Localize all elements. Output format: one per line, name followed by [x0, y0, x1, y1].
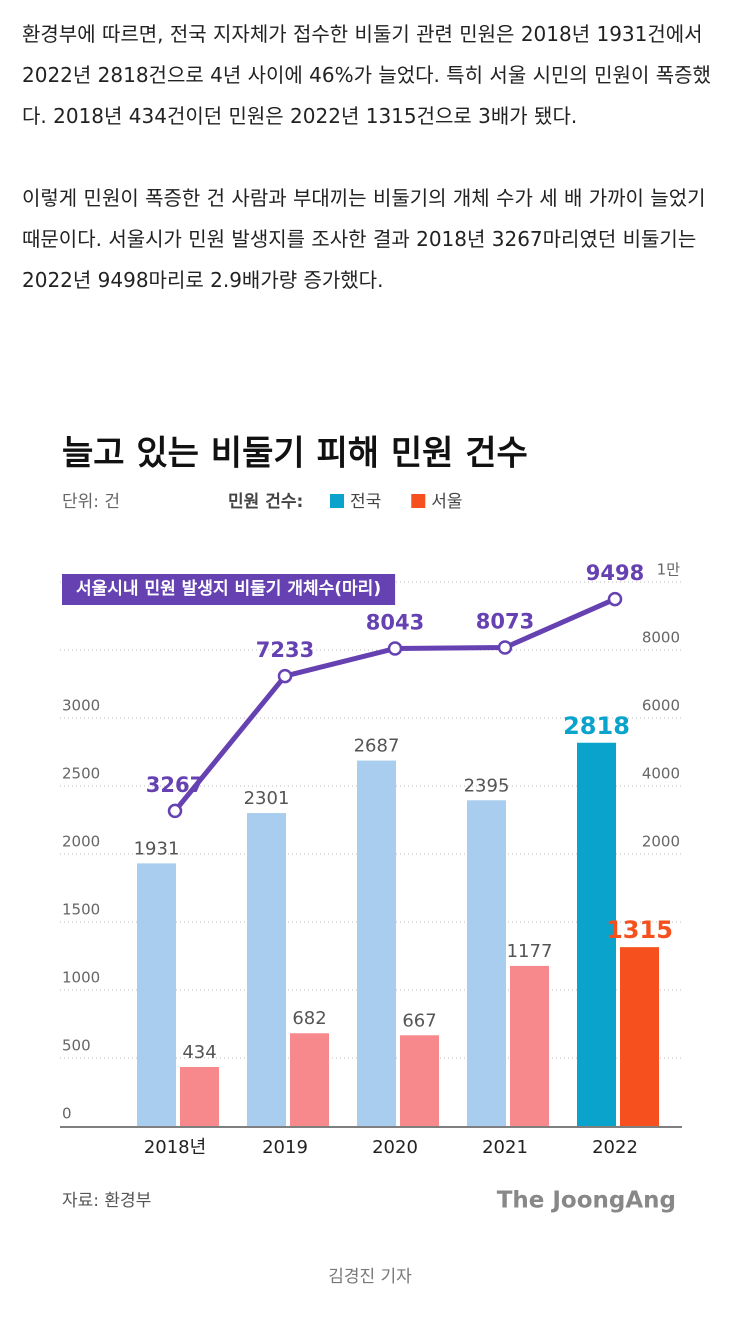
line-point: [167, 803, 183, 819]
bar: [467, 800, 506, 1126]
legend-title: 민원 건수:: [228, 492, 303, 512]
line-point: [497, 640, 513, 655]
y-tick-label: 0: [62, 1105, 72, 1123]
y-tick-label: 3000: [62, 697, 100, 715]
y2-tick-label: 4000: [642, 765, 680, 783]
x-tick-label: 2020: [372, 1137, 418, 1158]
y-tick-label: 2000: [62, 833, 100, 851]
value-label: 1931: [134, 838, 180, 859]
value-label: 2687: [354, 736, 400, 757]
bar: [400, 1035, 439, 1126]
line-value-label: 9498: [586, 561, 644, 585]
x-tick-label: 2019: [262, 1137, 308, 1158]
brand: The JoongAng: [497, 1188, 676, 1214]
bar: [137, 863, 176, 1126]
value-label: 2301: [244, 788, 290, 809]
value-label: 1315: [606, 916, 673, 944]
series-banner-label: 서울시내 민원 발생지 비둘기 개체수(마리): [76, 579, 381, 599]
bar: [180, 1066, 219, 1126]
line-point: [387, 641, 403, 656]
line-value-label: 8043: [366, 611, 424, 635]
chart-title: 늘고 있는 비둘기 피해 민원 건수: [62, 434, 528, 474]
line-value-label: 7233: [256, 638, 314, 662]
line-point: [277, 668, 293, 684]
x-tick-label: 2018년: [144, 1137, 206, 1158]
series-banner: [62, 574, 396, 605]
bar: [357, 760, 396, 1126]
article: 환경부에 따르면, 전국 지자체가 접수한 비둘기 관련 민원은 2018년 1…: [22, 14, 718, 342]
value-label: 2818: [563, 712, 630, 740]
bar: [620, 947, 659, 1126]
line-point: [607, 591, 623, 607]
legend-label: 서울: [431, 492, 462, 512]
bar: [577, 742, 616, 1126]
value-label: 1177: [507, 941, 553, 962]
y2-tick-label: 1만: [657, 561, 681, 579]
unit-label: 단위: 건: [62, 492, 120, 512]
paragraph: 이렇게 민원이 폭증한 건 사람과 부대끼는 비둘기의 개체 수가 세 배 가까…: [22, 186, 706, 292]
value-label: 434: [182, 1042, 216, 1063]
legend-label: 전국: [350, 492, 381, 512]
caption: 김경진 기자: [328, 1267, 412, 1287]
y2-tick-label: 6000: [642, 697, 680, 715]
y2-tick-label: 8000: [642, 629, 680, 647]
legend-swatch: [411, 494, 426, 508]
y-tick-label: 500: [62, 1037, 91, 1055]
bar: [247, 813, 286, 1126]
bar: [510, 965, 549, 1126]
line-value-label: 3267: [146, 773, 204, 797]
bar: [290, 1033, 329, 1126]
legend-swatch: [330, 494, 344, 508]
value-label: 667: [402, 1010, 436, 1031]
y2-tick-label: 2000: [642, 833, 680, 851]
y-tick-label: 2500: [62, 765, 100, 783]
x-tick-label: 2022: [592, 1137, 638, 1158]
x-tick-label: 2021: [482, 1137, 528, 1158]
line-value-label: 8073: [476, 610, 534, 634]
paragraph: 환경부에 따르면, 전국 지자체가 접수한 비둘기 관련 민원은 2018년 1…: [22, 22, 711, 128]
y-tick-label: 1000: [62, 969, 100, 987]
source: 자료: 환경부: [62, 1191, 151, 1211]
value-label: 682: [292, 1008, 326, 1029]
y-tick-label: 1500: [62, 901, 100, 919]
value-label: 2395: [464, 775, 510, 796]
